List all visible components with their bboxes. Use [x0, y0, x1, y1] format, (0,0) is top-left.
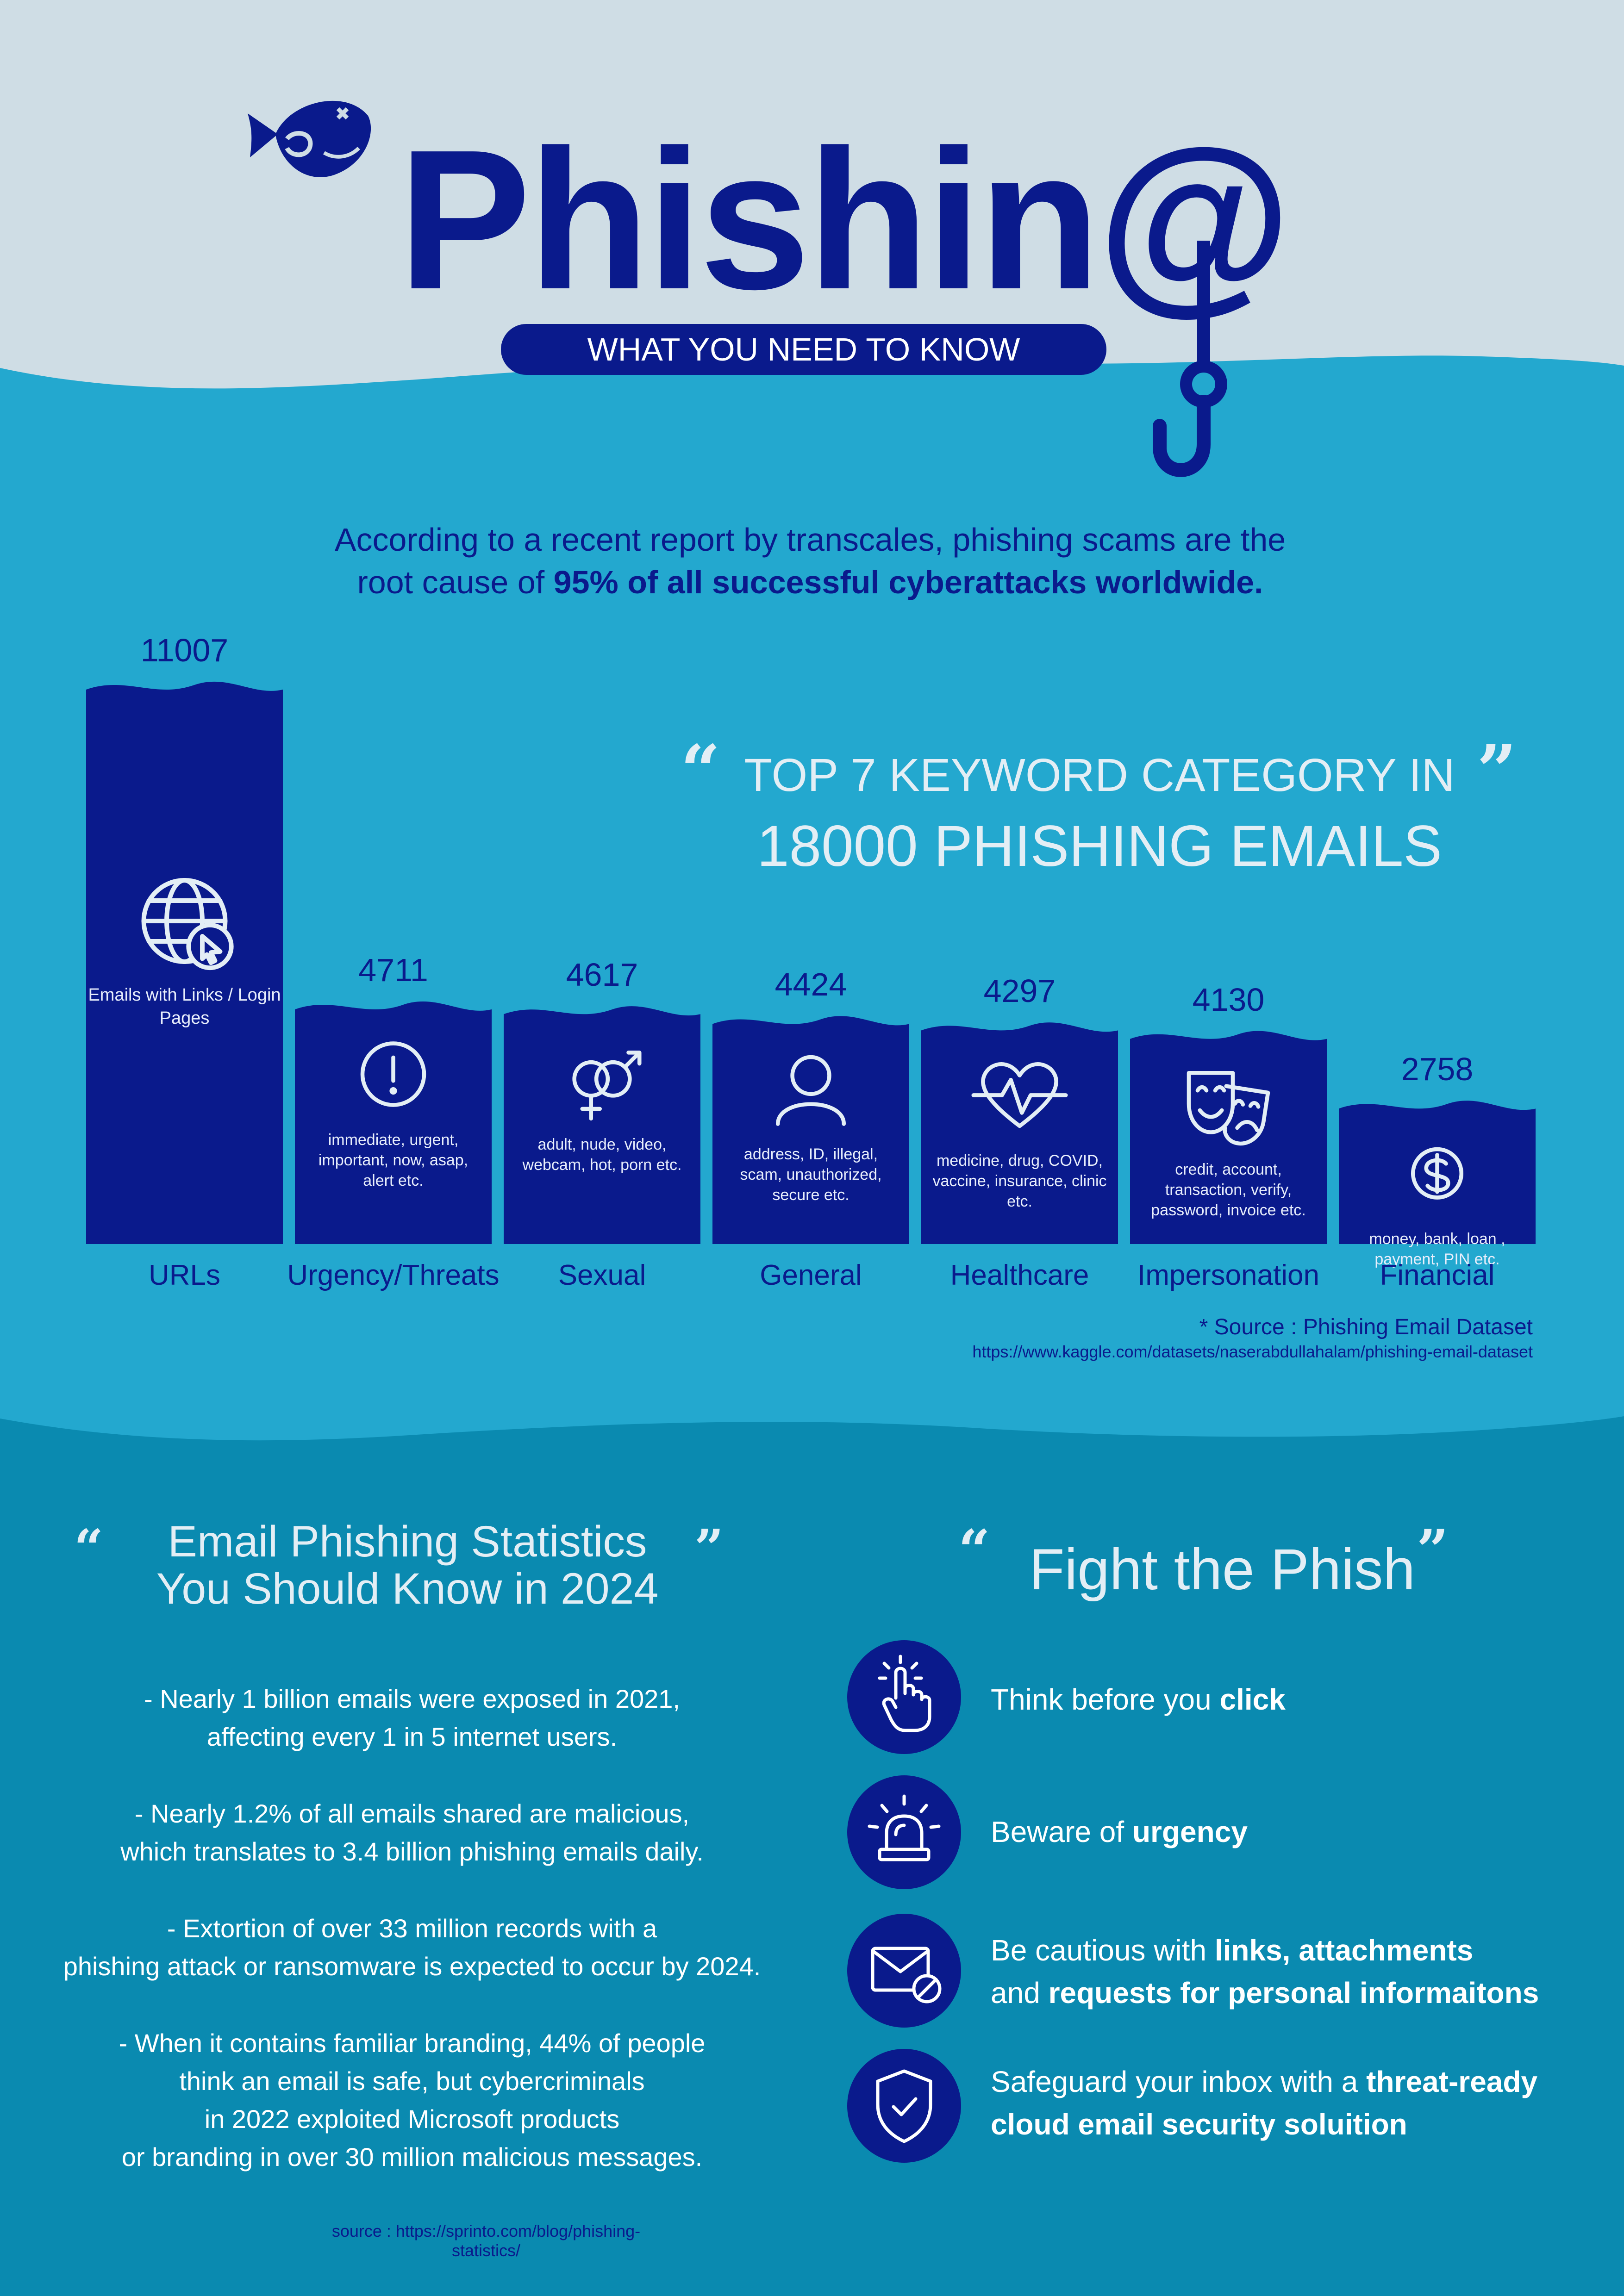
stat-line: - When it contains familiar branding, 44… — [119, 2028, 706, 2058]
bar-category-label: Sexual — [558, 1259, 646, 1291]
tip-text: and — [991, 1976, 1049, 2010]
tip-text: Be cautious with — [991, 1934, 1215, 1967]
chart-source-link[interactable]: https://www.kaggle.com/datasets/naserabd… — [972, 1342, 1533, 1361]
fight-quote-open: “ — [958, 1518, 991, 1583]
intro-line-2: root cause of 95% of all successful cybe… — [162, 561, 1458, 604]
fight-tip-4: Safeguard your inbox with a threat-ready… — [991, 2060, 1606, 2146]
chart-quote-open: “ — [681, 730, 721, 811]
stat-line: affecting every 1 in 5 internet users. — [206, 1722, 618, 1751]
intro-line-2-prefix: root cause of — [357, 564, 554, 600]
fish-logo-icon — [248, 100, 371, 177]
fight-tip-1: Think before you click — [991, 1678, 1606, 1721]
bar-value-label: 4424 — [775, 966, 847, 1003]
stat-item-2: - Nearly 1.2% of all emails shared are m… — [19, 1795, 806, 1871]
tip-emphasis: threat-ready — [1366, 2065, 1538, 2098]
bar-description: address, ID, illegal, scam, unauthorized… — [740, 1145, 882, 1204]
tip-emphasis: urgency — [1132, 1815, 1248, 1848]
bar-description: adult, nude, video, webcam, hot, porn et… — [522, 1136, 682, 1174]
fight-tip-2: Beware of urgency — [991, 1811, 1606, 1853]
stat-line: phishing attack or ransomware is expecte… — [63, 1952, 761, 1981]
gender-icon — [572, 1051, 642, 1121]
tip-emphasis: click — [1219, 1683, 1286, 1716]
chart-heading-line-1: TOP 7 KEYWORD CATEGORY IN — [744, 749, 1455, 801]
stats-quote-close: ” — [694, 1518, 724, 1578]
stats-quote-open: “ — [74, 1518, 104, 1578]
stats-source-link[interactable]: source : https://sprinto.com/blog/phishi… — [331, 2221, 641, 2260]
tip-text: Beware of — [991, 1815, 1132, 1848]
bar-category-label: Healthcare — [950, 1259, 1089, 1291]
stat-item-4: - When it contains familiar branding, 44… — [19, 2024, 806, 2176]
stat-line: which translates to 3.4 billion phishing… — [120, 1837, 704, 1866]
bar-value-label: 2758 — [1401, 1051, 1474, 1088]
stat-item-3: - Extortion of over 33 million records w… — [19, 1910, 806, 1985]
intro-highlight: 95% of all successful cyberattacks world… — [553, 564, 1263, 600]
heartbeat-icon — [971, 1062, 1068, 1128]
fight-quote-close: ” — [1417, 1518, 1449, 1583]
fight-heading: Fight the Phish — [1029, 1537, 1415, 1602]
fight-tip-2-badge — [847, 1775, 961, 1889]
bar-description: medicine, drug, COVID, vaccine, insuranc… — [932, 1152, 1107, 1211]
page-title: Phishin@ — [398, 109, 1292, 331]
bar-description: money, bank, loan , payment, PIN etc. — [1369, 1230, 1505, 1269]
stat-line: - Nearly 1 billion emails were exposed i… — [144, 1684, 680, 1713]
chart-labels: 11007 Emails with Links / Login Pages URLs… — [88, 632, 1505, 1291]
bar-description: Emails with Links / Login Pages — [88, 985, 281, 1028]
tip-text: Think before you — [991, 1683, 1220, 1716]
stat-line: think an email is safe, but cybercrimina… — [179, 2066, 645, 2096]
bar-value-label: 11007 — [140, 632, 229, 668]
tip-emphasis: requests for personal informaitons — [1048, 1976, 1539, 2010]
dollar-coin-icon — [1411, 1147, 1464, 1200]
stats-heading-line-2: You Should Know in 2024 — [156, 1564, 659, 1613]
fight-tip-3-badge — [847, 1914, 961, 2028]
chart-heading-line-2: 18000 PHISHING EMAILS — [757, 814, 1442, 878]
intro-line-1: According to a recent report by transcal… — [334, 522, 1286, 558]
stat-line: in 2022 exploited Microsoft products — [204, 2104, 620, 2134]
bar-category-label: Impersonation — [1137, 1259, 1319, 1291]
shield-check-icon — [876, 2069, 932, 2143]
alarm-siren-icon — [868, 1794, 941, 1861]
fight-tip-4-badge — [847, 2049, 961, 2163]
bar-category-label: URLs — [148, 1259, 221, 1291]
stat-line: or branding in over 30 million malicious… — [121, 2142, 703, 2172]
stats-heading-line-1: Email Phishing Statistics — [168, 1517, 647, 1566]
intro-text: According to a recent report by transcal… — [162, 518, 1458, 604]
exclamation-icon — [360, 1041, 426, 1107]
keyword-bar-chart — [86, 681, 1536, 1244]
blocked-mail-icon — [871, 1947, 942, 2004]
globe-cursor-icon — [141, 878, 234, 971]
chart-quote-close: ” — [1477, 730, 1517, 811]
tip-text: Safeguard your inbox with a — [991, 2065, 1367, 2098]
stats-heading: Email Phishing Statistics You Should Kno… — [60, 1518, 755, 1612]
subtitle-banner: WHAT YOU NEED TO KNOW — [501, 324, 1106, 375]
click-hand-icon — [878, 1655, 931, 1732]
stat-item-1: - Nearly 1 billion emails were exposed i… — [19, 1680, 806, 1756]
fight-tip-1-badge — [847, 1640, 961, 1754]
theater-masks-icon — [1187, 1070, 1270, 1146]
chart-source-label: * Source : Phishing Email Dataset — [1199, 1315, 1533, 1339]
stat-line: - Nearly 1.2% of all emails shared are m… — [134, 1799, 690, 1828]
bar-description: credit, account, transaction, verify, pa… — [1151, 1160, 1306, 1219]
bar-sexual — [504, 1006, 700, 1244]
bar-category-label: Financial — [1380, 1259, 1495, 1291]
tip-emphasis: cloud email security soluition — [991, 2108, 1407, 2141]
bar-category-label: General — [760, 1259, 862, 1291]
bar-general — [712, 1016, 909, 1244]
bar-urgency-threats — [295, 1001, 492, 1244]
bar-healthcare — [921, 1022, 1118, 1244]
stat-line: - Extortion of over 33 million records w… — [167, 1914, 657, 1943]
person-icon — [775, 1055, 846, 1126]
fight-tip-3: Be cautious with links, attachments and … — [991, 1929, 1606, 2014]
fishing-hook-icon — [1153, 241, 1227, 477]
bar-value-label: 4617 — [566, 957, 638, 993]
tip-emphasis: links, attachments — [1214, 1934, 1474, 1967]
bar-value-label: 4711 — [358, 952, 428, 988]
bar-value-label: 4297 — [983, 973, 1056, 1009]
bar-category-label: Urgency/Threats — [287, 1259, 500, 1291]
bar-value-label: 4130 — [1192, 981, 1265, 1018]
bar-description: immediate, urgent, important, now, asap,… — [318, 1131, 468, 1189]
